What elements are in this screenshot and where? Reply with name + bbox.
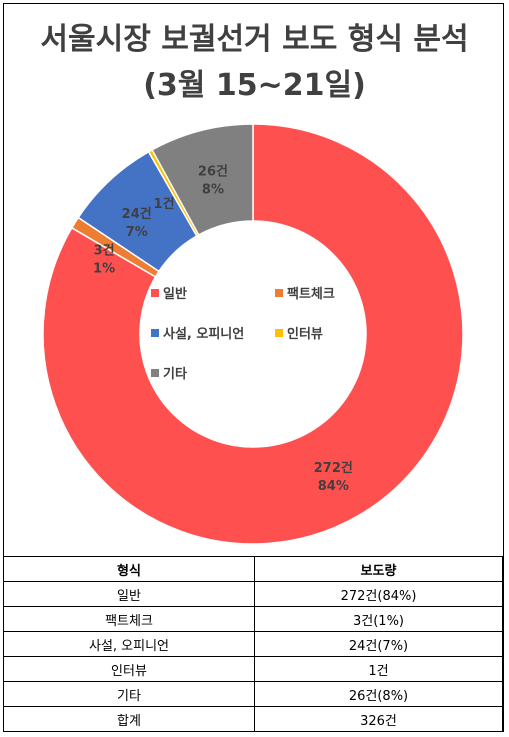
data-label-count-editorial: 24건 [122,206,152,222]
data-table: 형식 보도량 일반 272건(84%) 팩트체크 3건(1%) 사설, 오피니언… [3,556,503,732]
legend-swatch-general [151,289,159,297]
table-cell-format: 인터뷰 [3,656,255,682]
table-header-format: 형식 [3,556,255,582]
legend-label-interview: 인터뷰 [287,327,323,342]
table-cell-count: 24건(7%) [254,631,503,657]
data-label-percent-factcheck: 1% [93,261,115,276]
legend-swatch-factcheck [275,289,283,297]
donut-slice-other [151,123,254,236]
data-label-percent-general: 84% [318,479,349,494]
table-cell-format: 일반 [3,581,255,607]
legend-label-factcheck: 팩트체크 [287,287,335,302]
table-row: 팩트체크 3건(1%) [3,606,503,632]
data-label-percent-editorial: 7% [126,225,148,240]
table-header-count: 보도량 [254,556,503,582]
legend-item-general: 일반 [151,283,187,302]
table-row: 일반 272건(84%) [3,581,503,607]
legend-swatch-other [151,369,159,377]
table-row: 사설, 오피니언 24건(7%) [3,631,503,657]
table-cell-count: 272건(84%) [254,581,503,607]
legend-item-factcheck: 팩트체크 [275,283,335,302]
legend-label-editorial: 사설, 오피니언 [163,327,245,342]
legend-label-general: 일반 [163,287,187,302]
legend-label-other: 기타 [163,367,187,382]
table-cell-format: 기타 [3,681,255,707]
legend-item-interview: 인터뷰 [275,323,323,342]
table-row: 합계 326건 [3,706,503,732]
legend-swatch-editorial [151,329,159,337]
legend-swatch-interview [275,329,283,337]
table-header-row: 형식 보도량 [3,556,503,582]
table-cell-format: 팩트체크 [3,606,255,632]
data-label-count-general: 272건 [314,460,353,476]
data-label-percent-other: 8% [202,183,224,198]
data-label-count-factcheck: 3건 [94,242,115,258]
data-label-count-other: 26건 [198,164,228,180]
outer-frame [3,3,504,732]
table-cell-count: 26건(8%) [254,681,503,707]
table-cell-count: 1건 [254,656,503,682]
chart-subtitle: (3월 15~21일) [143,68,366,103]
chart-title: 서울시장 보궐선거 보도 형식 분석 [40,22,469,57]
data-label-count-interview: 1건 [154,196,175,212]
table-cell-format: 사설, 오피니언 [3,631,255,657]
table-row: 인터뷰 1건 [3,656,503,682]
legend-item-other: 기타 [151,363,187,382]
table-row: 기타 26건(8%) [3,681,503,707]
table-cell-count: 326건 [254,706,503,732]
donut-slice-general [42,123,464,545]
legend-item-editorial: 사설, 오피니언 [151,323,244,342]
table-cell-format: 합계 [3,706,255,732]
table-cell-count: 3건(1%) [254,606,503,632]
donut-chart: 272건 84% 3건 1% 24건 7% 1건 26건 8% [42,123,464,545]
